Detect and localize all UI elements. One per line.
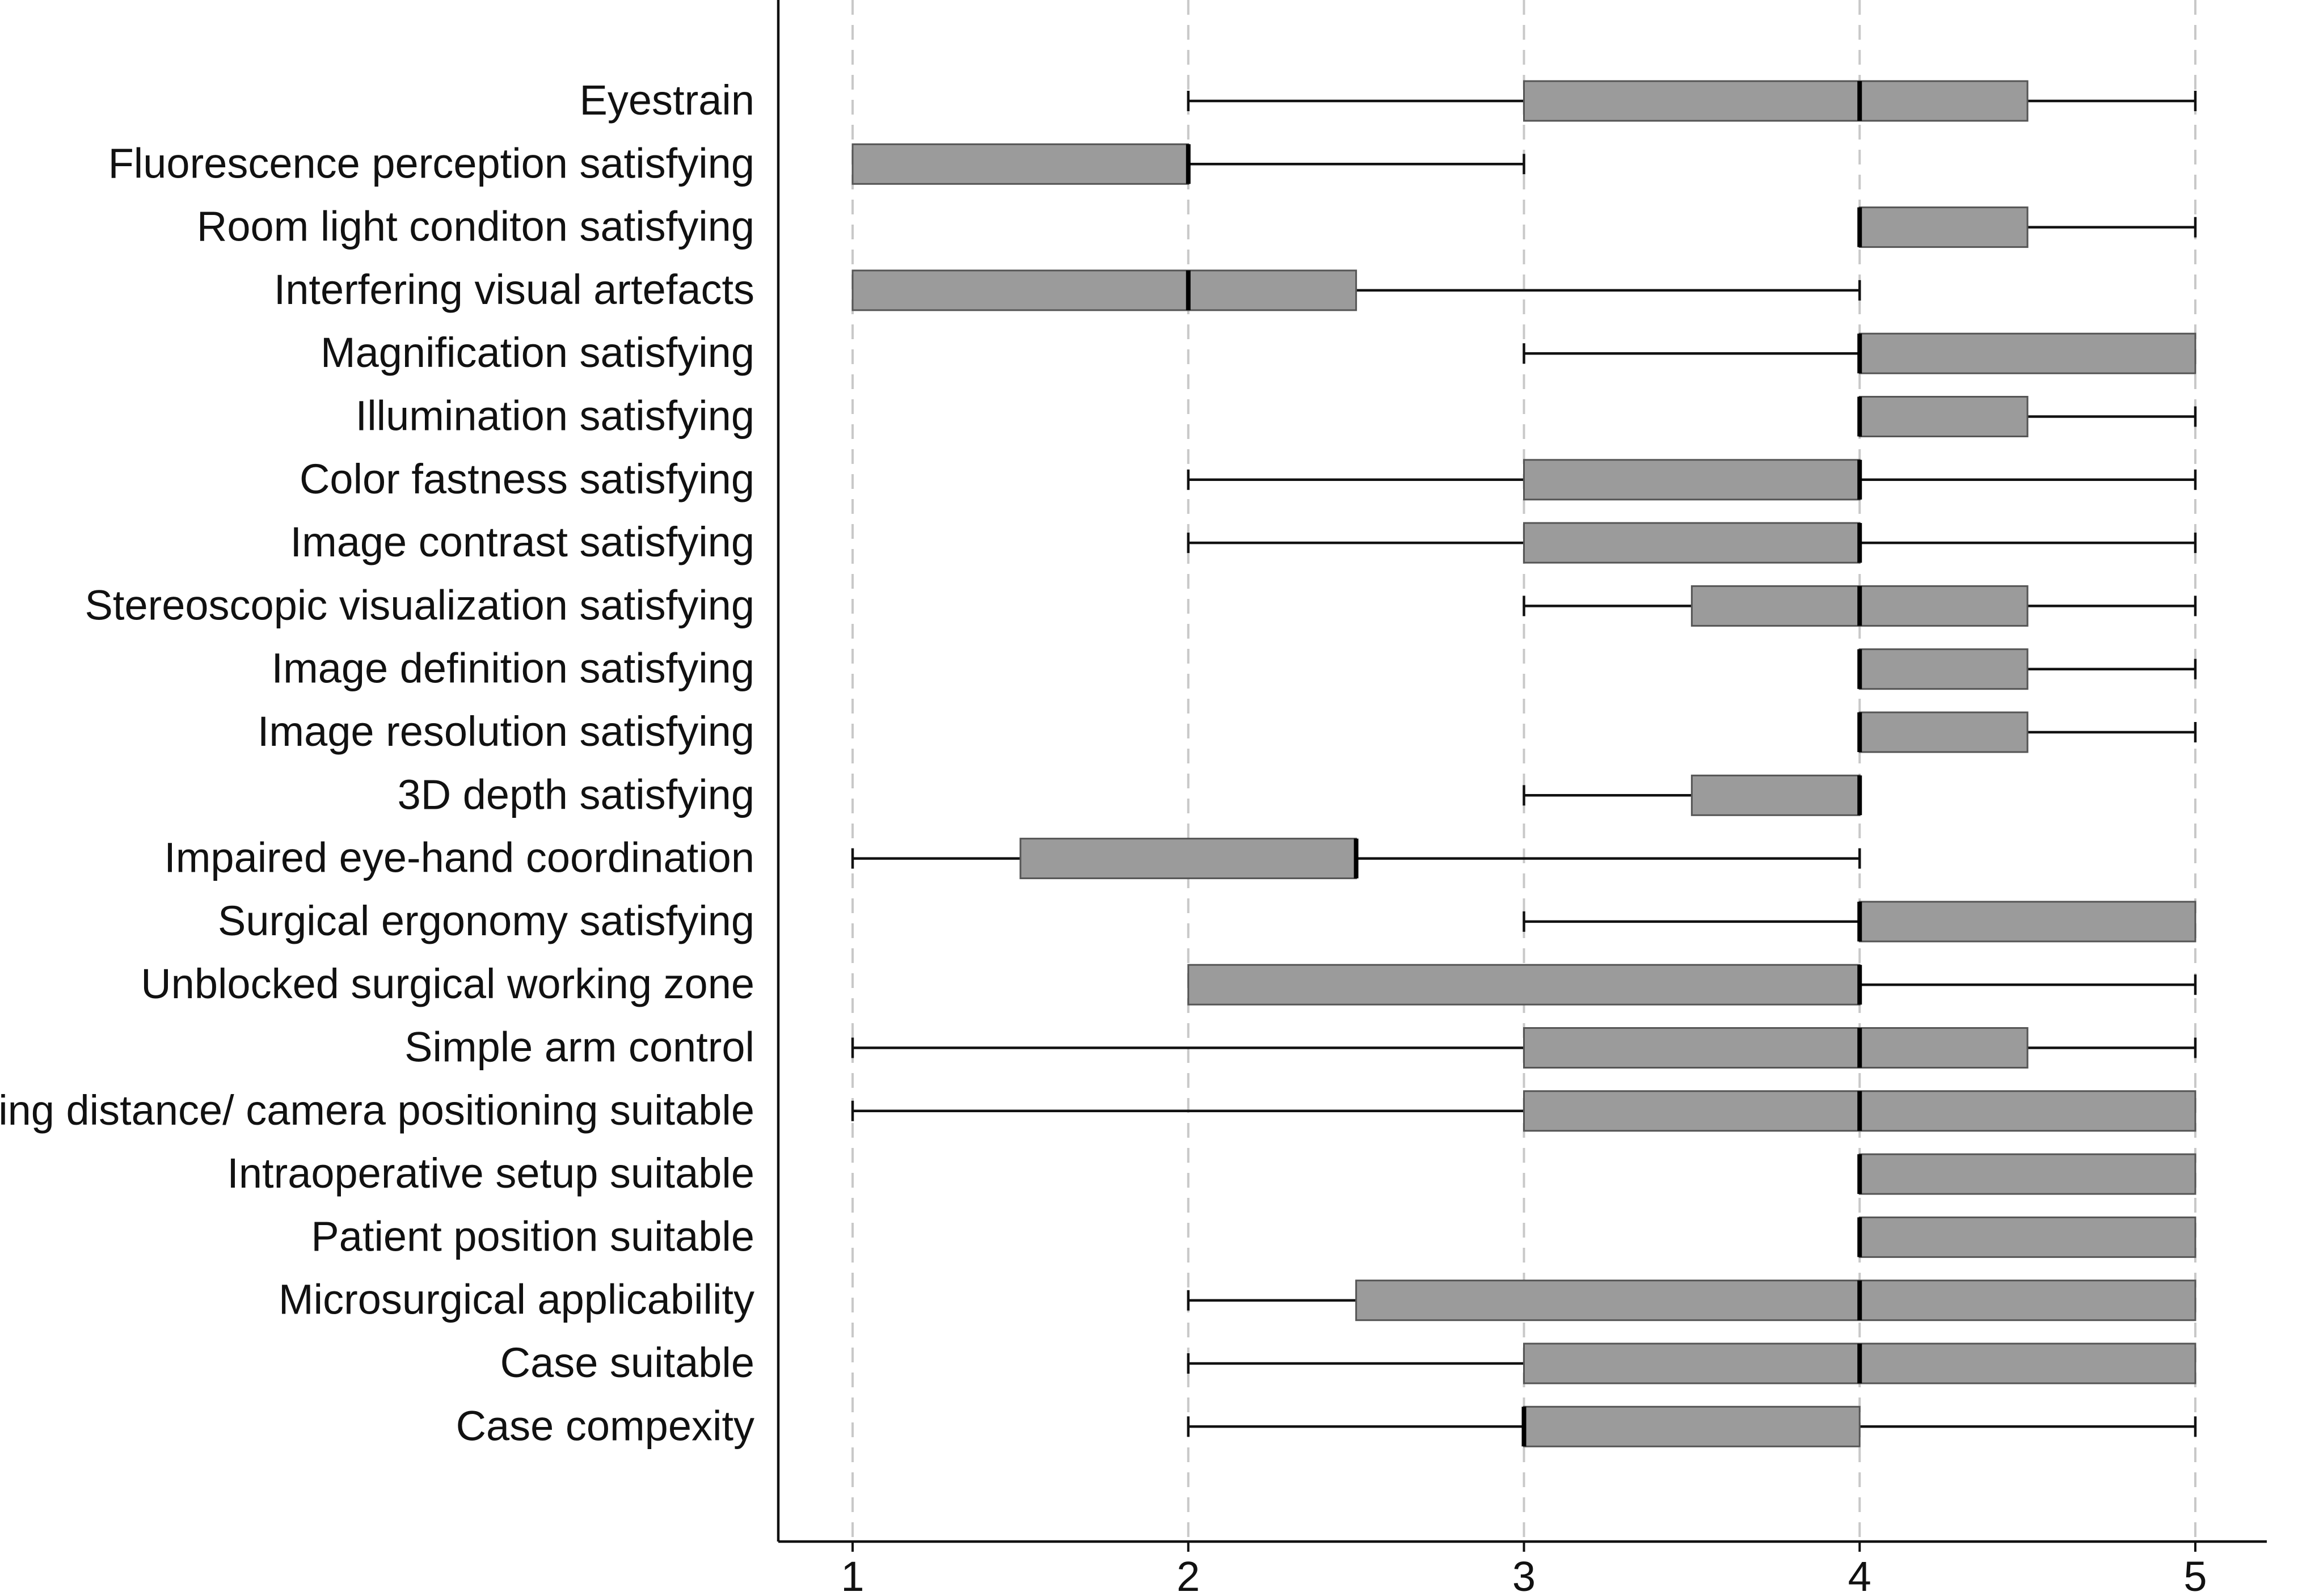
iqr-box [1858,711,2029,753]
box-layer [851,80,2197,1447]
iqr-box [1019,838,1357,880]
category-label: Patient position suitable [311,1213,754,1260]
x-tick-label-5: 5 [2183,1553,2207,1596]
iqr-box [1858,332,2196,374]
iqr-box [1523,459,1861,501]
x-tick-label-4: 4 [1848,1553,1871,1596]
category-label: Image resolution satisfying [258,708,754,755]
category-label: Working distance/ camera positioning sui… [0,1087,754,1134]
iqr-box [1187,964,1861,1006]
iqr-box [1690,774,1861,816]
category-label: Illumination satisfying [356,392,754,440]
boxplot-row-16 [851,1027,2197,1069]
category-label: Fluorescence perception satisfying [108,140,754,187]
category-label: Room light conditon satisfying [197,203,754,250]
iqr-box [1523,1405,1861,1447]
boxplot-row-14 [1523,901,2196,943]
category-label: Interfering visual artefacts [274,266,754,313]
iqr-box [1858,396,2029,437]
boxplot-row-1 [1187,80,2197,122]
x-tick-label-2: 2 [1177,1553,1200,1596]
boxplot-row-10 [1857,648,2197,690]
axis-layer [777,0,2267,1543]
iqr-box [1858,648,2029,690]
boxplot-row-3 [1857,206,2197,248]
category-label: Color fastness satisfying [300,455,754,503]
iqr-box [1523,522,1861,564]
iqr-box [1523,1027,2029,1069]
category-label: Image definition satisfying [272,645,754,692]
boxplot-row-17 [851,1090,2196,1132]
x-tick-label-1: 1 [841,1553,864,1596]
category-label-layer: Eyestrain Fluorescence perception satisfy… [0,77,754,1449]
boxplot-row-7 [1187,459,2197,501]
boxplot-row-18 [1857,1153,2196,1195]
boxplot-row-9 [1523,585,2197,627]
boxplot-row-8 [1187,522,2197,564]
category-label: Intraoperative setup suitable [227,1150,754,1197]
category-label: Case suitable [500,1339,754,1386]
boxplot-row-15 [1187,964,2197,1006]
boxplot-row-4 [851,269,1861,311]
category-label: Eyestrain [580,77,754,124]
iqr-box [1355,1280,2196,1321]
boxplot-row-22 [1187,1405,2197,1447]
boxplot-row-19 [1857,1216,2196,1258]
category-label: Simple arm control [404,1024,754,1071]
category-label: Unblocked surgical working zone [141,960,754,1007]
boxplot-row-20 [1187,1280,2196,1321]
category-label: Microsurgical applicability [279,1276,754,1323]
iqr-box [1858,901,2196,943]
category-label: 3D depth satisfying [398,771,754,818]
category-label: Surgical ergonomy satisfying [218,897,754,944]
iqr-box [1858,1153,2196,1195]
category-label: Magnification satisfying [321,329,754,376]
boxplot-row-12 [1523,774,1862,816]
iqr-box [851,269,1357,311]
x-tick-layer: 1 2 3 4 5 [841,1542,2207,1596]
boxplot-row-11 [1857,711,2197,753]
iqr-box [851,143,1190,185]
boxplot-row-13 [851,838,1861,880]
boxplot-row-5 [1523,332,2196,374]
category-label: Stereoscopic visualization satisfying [85,581,754,628]
boxplot-row-21 [1187,1342,2196,1384]
boxplot-row-6 [1857,396,2197,437]
category-label: Image contrast satisfying [290,518,754,565]
category-label: Impaired eye-hand coordination [164,834,754,881]
iqr-box [1523,80,2029,122]
iqr-box [1858,1216,2196,1258]
category-label: Case compexity [456,1402,754,1449]
boxplot-row-2 [851,143,1525,185]
iqr-box [1858,206,2029,248]
x-tick-label-3: 3 [1512,1553,1536,1596]
